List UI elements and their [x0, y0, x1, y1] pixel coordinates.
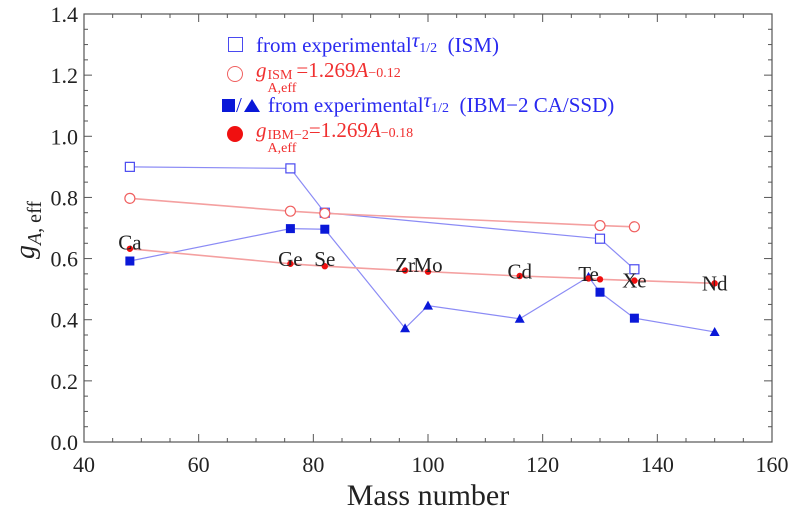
legend: from experimental τ1/2 (ISM) g ISM A,eff… [222, 28, 615, 156]
axis-ticks: 40 60 80 100 120 140 160 0.0 0.2 0.4 0.6 0.8 1.0 1.2 1… [51, 2, 789, 477]
legend-open-square-icon [222, 32, 248, 58]
point-open-circle [628, 221, 641, 233]
series-line [129, 247, 715, 285]
legend-item-ibm-fit: g IBM−2 A,eff =1.269 A −0.18 [222, 118, 614, 156]
point-filled-circle [321, 263, 328, 270]
point-open-circle [124, 192, 136, 204]
legend-item2-g: g [256, 58, 267, 82]
legend-item4-sub: A,eff [267, 141, 297, 156]
legend-item-ibm-exp: / from experimental τ1/2 (IBM−2 CA/SSD) [222, 88, 615, 120]
point-filled-circle [711, 280, 718, 287]
x-axis-label: Mass number [347, 479, 509, 512]
element-label: Nd [702, 272, 728, 296]
element-label: Xe [622, 269, 647, 293]
point-filled-square [595, 287, 605, 297]
point-filled-circle [516, 272, 523, 280]
point-filled-circle [424, 268, 432, 275]
point-filled-circle [585, 275, 592, 282]
point-filled-triangle [423, 300, 433, 310]
legend-item2-eq: =1.269 [296, 58, 356, 82]
point-filled-circle [596, 276, 604, 283]
point-filled-circle [631, 277, 638, 284]
legend-item4-sup: IBM−2 [267, 128, 309, 143]
point-filled-square [285, 224, 295, 234]
legend-item2-sub: A,eff [267, 81, 297, 96]
point-open-circle [284, 205, 296, 217]
y-tick-label: 0.4 [51, 308, 79, 333]
point-filled-triangle [514, 313, 525, 323]
svg-text:gA, eff: gA, eff [10, 201, 46, 259]
legend-open-circle-icon [222, 62, 248, 88]
element-label: Te [578, 262, 599, 286]
x-tick-label: 60 [188, 452, 210, 477]
legend-item-ism-exp: from experimental τ1/2 (ISM) [222, 28, 614, 60]
y-axis-label-g: g [10, 245, 41, 259]
legend-item3-tau-sub: 1/2 [431, 101, 449, 117]
point-filled-circle [401, 267, 409, 274]
point-filled-circle [287, 260, 294, 267]
x-tick-label: 140 [641, 452, 674, 477]
legend-item1-text: from experimental [256, 33, 412, 57]
x-tick-label: 120 [526, 452, 559, 477]
series-line [129, 228, 715, 333]
legend-item1-tau: τ [411, 28, 420, 53]
element-label: Ca [118, 230, 142, 254]
y-tick-label: 0.0 [51, 430, 79, 455]
x-tick-label: 40 [73, 452, 95, 477]
point-open-square [285, 163, 296, 174]
legend-item2-exp: −0.12 [368, 66, 401, 81]
legend-item3-tail: (IBM−2 CA/SSD) [459, 93, 615, 117]
point-filled-triangle [709, 326, 720, 336]
y-tick-label: 1.2 [51, 63, 79, 88]
y-tick-label: 1.4 [51, 2, 79, 27]
element-label: Ge [278, 247, 303, 271]
y-tick-label: 0.2 [51, 369, 79, 394]
element-label: Zr [395, 253, 415, 277]
point-filled-square [320, 224, 330, 234]
x-tick-label: 100 [412, 452, 445, 477]
legend-item2-sup: ISM [267, 68, 293, 83]
legend-item4-exp: −0.18 [380, 126, 414, 141]
y-axis-label-sub: A, eff [24, 201, 46, 247]
legend-item-ism-fit: g ISM A,eff =1.269 A −0.12 [222, 58, 614, 96]
y-tick-label: 0.8 [51, 185, 79, 210]
legend-item4-eq: =1.269 [308, 118, 368, 142]
legend-item3-text: from experimental [267, 93, 424, 117]
y-tick-label: 0.6 [51, 247, 79, 272]
legend-item3-slash: / [236, 93, 242, 117]
legend-item1-tau-sub: 1/2 [419, 41, 438, 57]
legend-item3-tau: τ [423, 88, 432, 113]
element-label: Cd [507, 259, 532, 283]
legend-filled-circle-icon [222, 122, 248, 148]
point-open-circle [319, 207, 331, 219]
point-open-square [124, 161, 135, 172]
point-filled-triangle [400, 323, 411, 333]
legend-filled-triangle-icon [243, 98, 260, 112]
legend-item2-A: A [355, 58, 369, 82]
legend-filled-square-icon [222, 98, 235, 112]
point-open-circle [594, 219, 606, 232]
legend-item4-A: A [367, 118, 381, 142]
point-open-square [629, 264, 640, 275]
element-label: Se [314, 247, 335, 271]
point-filled-square [125, 256, 135, 266]
series-line [129, 166, 635, 270]
element-label: Mo [413, 253, 442, 277]
x-tick-label: 80 [302, 452, 324, 477]
legend-item1-tail: (ISM) [447, 33, 499, 57]
series-line [129, 197, 635, 228]
chart-series [124, 161, 720, 336]
point-filled-circle [126, 245, 134, 252]
y-axis-label: gA, eff [10, 201, 46, 259]
point-filled-square [629, 313, 639, 323]
y-tick-label: 1.0 [51, 124, 79, 149]
legend-item4-g: g [256, 118, 267, 142]
x-tick-label: 160 [756, 452, 789, 477]
point-open-square [594, 233, 606, 244]
